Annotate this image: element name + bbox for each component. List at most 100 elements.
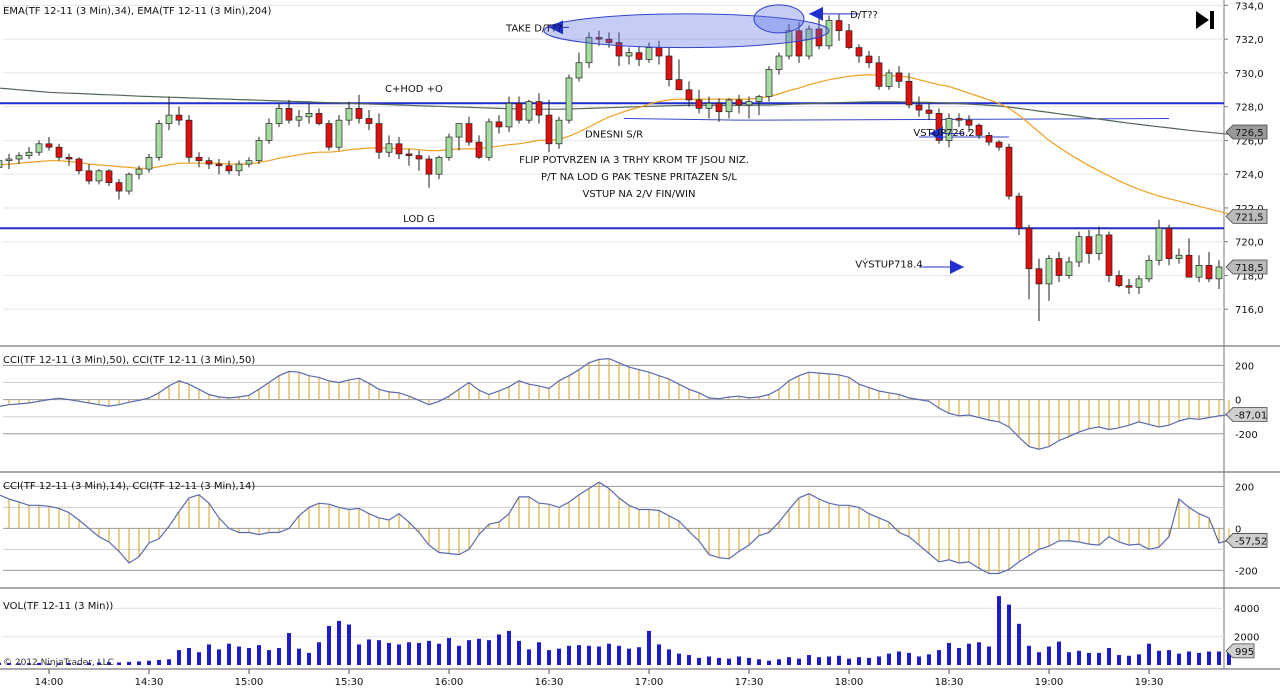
volume-bar (1087, 652, 1091, 665)
candle-body (925, 109, 933, 114)
candle (1085, 229, 1093, 264)
candle-body (935, 113, 943, 141)
candle (415, 150, 423, 171)
volume-bar (587, 645, 591, 665)
candle (0, 160, 3, 168)
volume-bar (1077, 650, 1081, 665)
price-tick-label: 724,0 (1235, 170, 1264, 181)
candle (255, 137, 263, 165)
volume-bar (637, 647, 641, 665)
candle-body (275, 108, 283, 124)
volume-bar (117, 662, 121, 665)
candle (1125, 278, 1133, 295)
candle (365, 110, 373, 131)
volume-bar (877, 656, 881, 665)
candle (355, 94, 363, 124)
price-tick-label: 730,0 (1235, 69, 1264, 80)
arrow-head (809, 6, 823, 21)
volume-bar (897, 651, 901, 665)
candle-body (735, 99, 743, 106)
candle (435, 155, 443, 180)
volume-bar (1047, 646, 1051, 665)
candle (895, 66, 903, 89)
volume-bar (1057, 641, 1061, 665)
volume-bar (887, 653, 891, 665)
volume-bar (67, 663, 71, 665)
candle-body (1135, 278, 1143, 288)
candle-body (15, 155, 23, 160)
volume-bar (367, 639, 371, 665)
volume-bar (1227, 650, 1231, 665)
volume-bar (537, 642, 541, 665)
candle-body (865, 55, 873, 64)
price-tag: 721,5 (1225, 208, 1268, 224)
volume-bar (1067, 652, 1071, 665)
candle (1175, 248, 1183, 264)
candle-body (175, 114, 183, 121)
vol-value-label: 995 (1235, 647, 1254, 658)
price-tag: 718,5 (1225, 259, 1268, 275)
candle-body (805, 28, 813, 57)
volume-bar (747, 657, 751, 665)
vol-tick-label: 2000 (1234, 633, 1259, 644)
price-tag-label: 726,5 (1235, 128, 1264, 139)
osc-value-label: -87,01 (1235, 410, 1267, 421)
candle-body (515, 102, 523, 121)
candle (995, 140, 1003, 151)
candle-body (345, 108, 353, 121)
price-tick-label: 720,0 (1235, 238, 1264, 249)
candle (565, 74, 573, 124)
time-tick-label: 15:00 (235, 677, 264, 688)
arrow-head (549, 20, 563, 35)
vol-tick-label: 4000 (1234, 604, 1259, 615)
volume-bar (1097, 652, 1101, 665)
volume-bar (327, 625, 331, 665)
candle (5, 153, 13, 170)
candle-body (1065, 261, 1073, 276)
time-tick-label: 16:30 (535, 677, 564, 688)
volume-bar (1157, 650, 1161, 665)
volume-bar (1037, 652, 1041, 665)
candle (615, 32, 623, 67)
candle (595, 30, 603, 46)
candle (925, 103, 933, 121)
candle-body (505, 102, 513, 128)
candle-body (45, 143, 53, 148)
play-toggle-icon[interactable] (1196, 11, 1214, 29)
candle-body (455, 123, 463, 138)
candle-body (985, 135, 993, 143)
volume-bar (57, 663, 61, 665)
candle-body (485, 121, 493, 158)
volume-bar (937, 650, 941, 665)
candle-body (375, 123, 383, 153)
candle-body (1015, 195, 1023, 229)
volume-bar (647, 630, 651, 665)
candle (115, 179, 123, 200)
osc-title: CCI(TF 12-11 (3 Min),50), CCI(TF 12-11 (… (3, 355, 255, 366)
candle (1025, 224, 1033, 300)
volume-bar (817, 657, 821, 665)
volume-bar (1147, 643, 1151, 665)
candle (965, 115, 973, 132)
play-triangle (1196, 11, 1209, 29)
candle-body (695, 99, 703, 109)
candle-body (885, 72, 893, 87)
candle-body (965, 119, 973, 126)
candle (495, 115, 503, 134)
volume-bar (557, 648, 561, 665)
candle (1135, 275, 1143, 295)
chart-annotation: LOD G (403, 214, 435, 225)
candle-body (705, 102, 713, 109)
candle (1005, 143, 1013, 200)
volume-bar (357, 644, 361, 665)
candle (755, 94, 763, 116)
volume-bar (1197, 652, 1201, 665)
volume-bar (0, 662, 1, 665)
time-tick-label: 15:30 (335, 677, 364, 688)
candle-body (525, 101, 533, 121)
volume-bar (157, 660, 161, 665)
candle (395, 137, 403, 159)
candle (1055, 251, 1063, 283)
candle (305, 103, 313, 124)
volume-bar (617, 645, 621, 665)
